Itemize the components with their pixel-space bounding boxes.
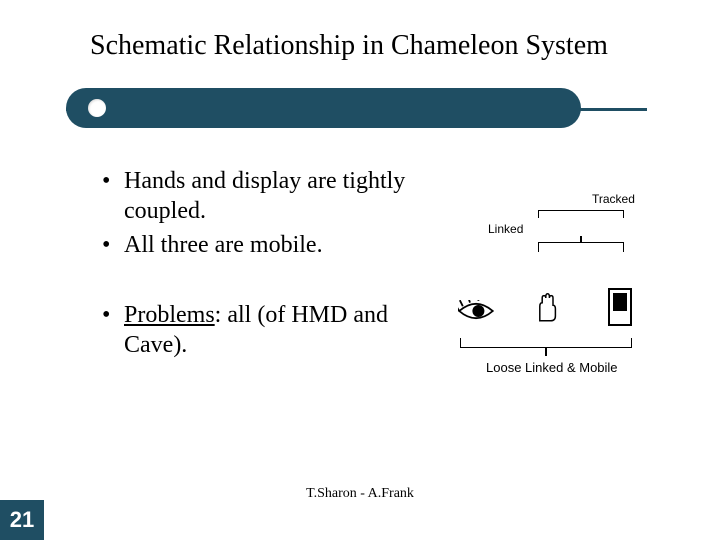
loose-linked-stem <box>545 348 547 356</box>
bullet-1: Hands and display are tightly coupled. <box>100 166 440 226</box>
footer-text: T.Sharon - A.Frank <box>0 486 720 502</box>
bullet-gap <box>100 264 440 300</box>
loose-linked-label: Loose Linked & Mobile <box>486 360 618 375</box>
bullet-2: All three are mobile. <box>100 230 440 260</box>
linked-bracket-stem <box>580 236 582 242</box>
device-screen <box>613 293 627 311</box>
slide-title: Schematic Relationship in Chameleon Syst… <box>90 30 608 62</box>
display-device-icon <box>608 288 632 326</box>
bullet-3-underlined: Problems <box>124 302 215 328</box>
page-number: 21 <box>0 500 44 540</box>
eye-icon <box>458 300 494 322</box>
slide: Schematic Relationship in Chameleon Syst… <box>0 0 720 540</box>
linked-label: Linked <box>488 222 523 236</box>
accent-bar <box>66 88 581 128</box>
tracked-bracket <box>538 210 624 218</box>
linked-bracket <box>538 242 624 252</box>
bullet-3: Problems: all (of HMD and Cave). <box>100 300 440 360</box>
schematic-diagram: Tracked Linked Loose Linked & Mob <box>450 192 690 432</box>
accent-dot <box>88 99 106 117</box>
bullet-list: Hands and display are tightly coupled. A… <box>100 166 440 364</box>
tracked-label: Tracked <box>592 192 635 206</box>
hand-icon <box>534 292 560 322</box>
loose-linked-bracket <box>460 338 632 348</box>
